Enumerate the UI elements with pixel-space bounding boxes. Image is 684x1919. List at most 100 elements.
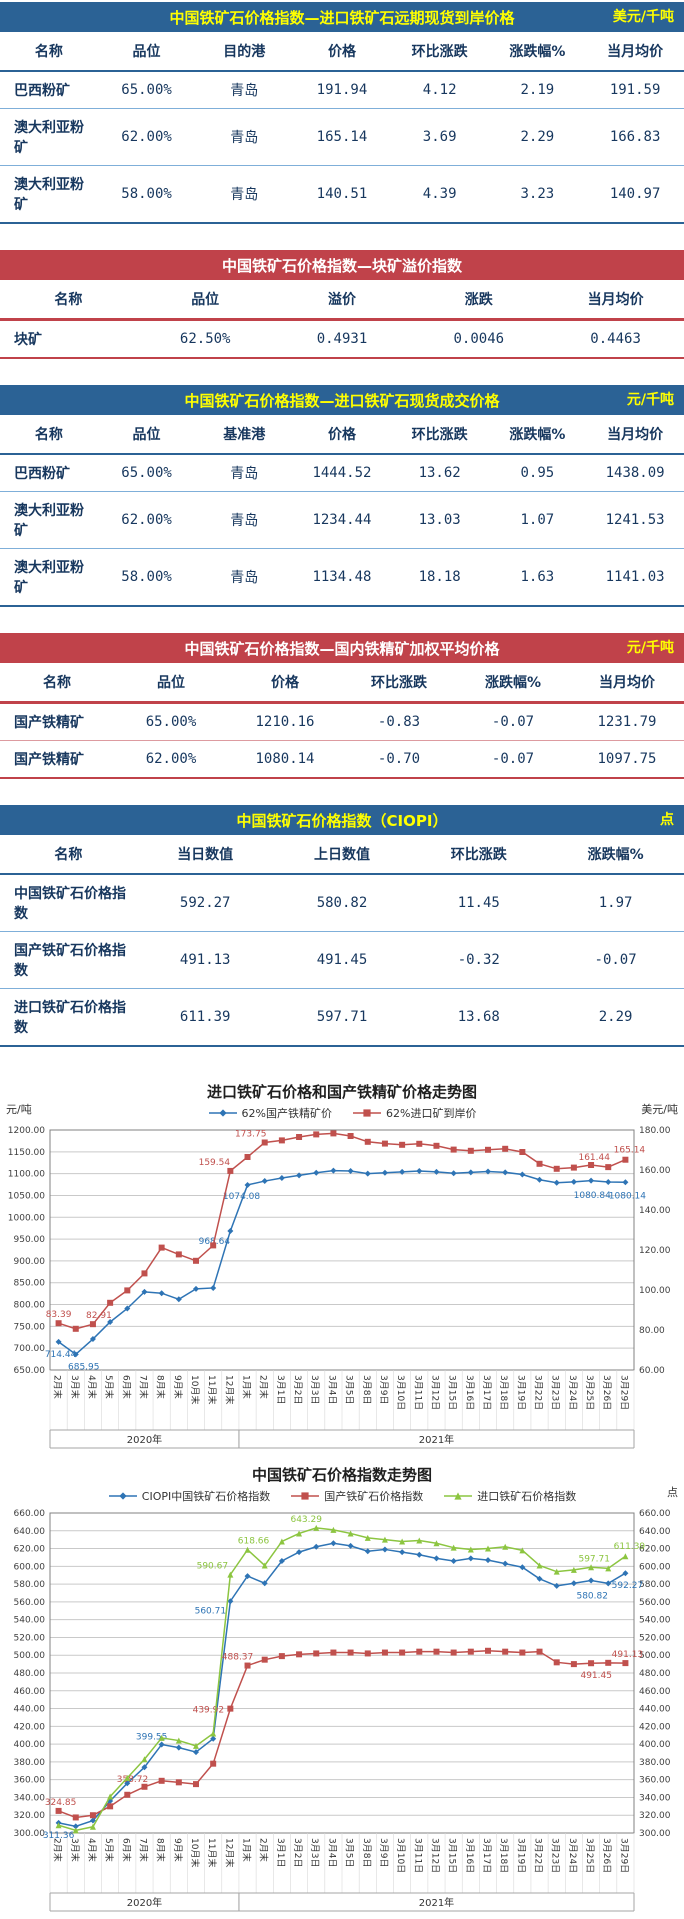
x-axis-tick-label: 11月末 <box>206 1838 218 1867</box>
price-table: 名称 品位 目的港 价格 环比涨跌 涨跌幅% 当月均价 巴西粉矿 65.00% 青岛 191.94 4… <box>0 32 684 224</box>
x-axis-tick-label: 3月2日 <box>292 1838 303 1867</box>
data-point-marker <box>89 1321 96 1328</box>
chart-canvas: 300.00 320.00 340.00 360.00 380.00 400.00 420.… <box>14 1509 671 1912</box>
data-point-marker <box>89 1812 96 1819</box>
column-header: 涨跌幅% <box>484 675 542 691</box>
data-point-marker <box>55 1807 62 1814</box>
right-axis-tick-label: 140.00 <box>639 1206 671 1216</box>
data-point-marker <box>296 1134 303 1140</box>
left-axis-tick-label: 950.00 <box>14 1235 46 1245</box>
column-header: 价格 <box>271 675 299 691</box>
right-axis-tick-label: 400.00 <box>639 1740 671 1750</box>
data-point-marker <box>210 1242 217 1249</box>
data-point-marker <box>553 1568 560 1575</box>
data-point-marker <box>519 1564 526 1571</box>
table-row: 国产铁精矿 65.00% 1210.16 -0.83 -0.07 1231.79 <box>0 703 684 741</box>
data-point-marker <box>175 1744 182 1751</box>
column-header: 溢价 <box>327 292 356 308</box>
legend-label: 进口铁矿石价格指数 <box>477 1490 577 1503</box>
x-axis-tick-label: 4月末 <box>86 1838 98 1862</box>
value-cell: 592.27 <box>179 895 231 911</box>
left-axis-tick-label: 660.00 <box>14 1509 46 1519</box>
data-point-marker <box>227 1167 234 1174</box>
left-axis-tick-label: 300.00 <box>14 1829 46 1839</box>
x-axis-tick-label: 9月末 <box>172 1375 184 1399</box>
value-cell: 165.14 <box>316 129 368 145</box>
data-point-marker <box>72 1325 79 1332</box>
column-header-row: 名称 品位 目的港 价格 环比涨跌 涨跌幅% 当月均价 <box>0 32 684 71</box>
left-axis-tick-label: 640.00 <box>14 1527 46 1537</box>
left-axis-tick-label: 850.00 <box>14 1279 46 1289</box>
x-axis-tick-label: 3月24日 <box>567 1375 578 1410</box>
left-axis-tick-label: 420.00 <box>14 1722 46 1732</box>
data-point-marker <box>55 1320 62 1327</box>
value-cell: 191.94 <box>316 82 368 98</box>
data-point-marker <box>278 1175 285 1181</box>
x-axis-tick-label: 6月末 <box>120 1375 132 1399</box>
left-axis-tick-label: 540.00 <box>14 1616 46 1626</box>
data-point-label: 311.36 <box>43 1831 75 1841</box>
value-cell: 青岛 <box>230 130 259 146</box>
x-axis-tick-label: 5月末 <box>103 1838 115 1862</box>
data-point-label: 165.14 <box>614 1146 646 1156</box>
table-domestic-concentrate-prices: 中国铁矿石价格指数—国内铁精矿加权平均价格 元/千吨 名称 品位 价格 环比涨跌 涨跌幅… <box>0 633 684 779</box>
x-axis-tick-label: 3月1日 <box>275 1375 286 1404</box>
data-point-marker <box>364 1138 371 1145</box>
data-point-marker <box>330 1526 337 1533</box>
data-point-marker <box>330 1167 337 1174</box>
data-point-marker <box>605 1164 612 1171</box>
table-row: 澳大利亚粉矿 58.00% 青岛 1134.48 18.18 1.63 1141.03 <box>0 549 684 606</box>
column-header: 名称 <box>34 44 63 60</box>
data-point-marker <box>296 1172 303 1179</box>
series-line <box>58 1169 626 1356</box>
data-point-marker <box>399 1538 406 1545</box>
value-cell: 2.29 <box>520 129 555 145</box>
chart-title: 中国铁矿石价格指数走势图 <box>251 1466 432 1484</box>
value-cell: -0.32 <box>457 952 500 968</box>
data-point-marker <box>381 1140 388 1147</box>
right-axis-tick-label: 60.00 <box>639 1366 665 1376</box>
left-axis-tick-label: 750.00 <box>14 1322 46 1332</box>
right-axis-tick-label: 380.00 <box>639 1758 671 1768</box>
legend-item: CIOPI中国铁矿石价格指数 <box>108 1488 270 1504</box>
value-cell: 65.00% <box>121 82 172 98</box>
data-point-marker <box>467 1147 474 1154</box>
value-cell: 0.4463 <box>590 331 641 347</box>
price-table: 名称 品位 基准港 价格 环比涨跌 涨跌幅% 当月均价 巴西粉矿 65.00% 青岛 1444.52… <box>0 415 684 607</box>
data-point-marker <box>261 1580 268 1587</box>
data-point-marker <box>570 1164 577 1171</box>
data-point-marker <box>467 1169 474 1176</box>
column-header: 涨跌幅% <box>587 847 644 863</box>
x-axis-tick-label: 11月末 <box>206 1375 218 1404</box>
left-axis-tick-label: 320.00 <box>14 1811 46 1821</box>
data-point-marker <box>399 1649 406 1656</box>
data-point-marker <box>467 1555 474 1562</box>
table-import-forward-cfr-prices: 中国铁矿石价格指数—进口铁矿石远期现货到岸价格 美元/千吨 名称 品位 目的港 价格 环… <box>0 2 684 224</box>
x-axis-tick-label: 3月23日 <box>550 1375 561 1410</box>
x-axis-tick-label: 3月25日 <box>584 1375 595 1410</box>
table-row: 巴西粉矿 65.00% 青岛 191.94 4.12 2.19 191.59 <box>0 71 684 109</box>
x-axis-tick-label: 10月末 <box>189 1375 201 1404</box>
data-point-marker <box>381 1169 388 1176</box>
table-row: 澳大利亚粉矿 58.00% 青岛 140.51 4.39 3.23 140.97 <box>0 166 684 223</box>
column-header: 上日数值 <box>313 847 370 863</box>
data-point-marker <box>296 1549 303 1556</box>
data-point-marker <box>158 1777 165 1784</box>
left-axis-tick-label: 400.00 <box>14 1740 46 1750</box>
chart-title: 进口铁矿石价格和国产铁精矿价格走势图 <box>206 1083 477 1101</box>
right-axis-tick-label: 440.00 <box>639 1705 671 1715</box>
data-point-label: 611.39 <box>614 1542 646 1552</box>
value-cell: 1134.48 <box>312 569 372 585</box>
column-header: 品位 <box>191 292 220 308</box>
column-header: 名称 <box>54 292 83 308</box>
diamond-marker-icon <box>108 1492 137 1500</box>
data-point-marker <box>244 1573 251 1580</box>
data-point-marker <box>244 1154 251 1160</box>
data-point-marker <box>244 1181 251 1188</box>
value-cell: 2.19 <box>520 82 555 98</box>
x-axis-tick-label: 3月末 <box>69 1838 81 1862</box>
right-axis-tick-label: 620.00 <box>639 1545 671 1555</box>
data-point-label: 439.92 <box>193 1706 225 1716</box>
data-point-label: 618.66 <box>238 1537 270 1547</box>
data-point-marker <box>89 1336 96 1343</box>
